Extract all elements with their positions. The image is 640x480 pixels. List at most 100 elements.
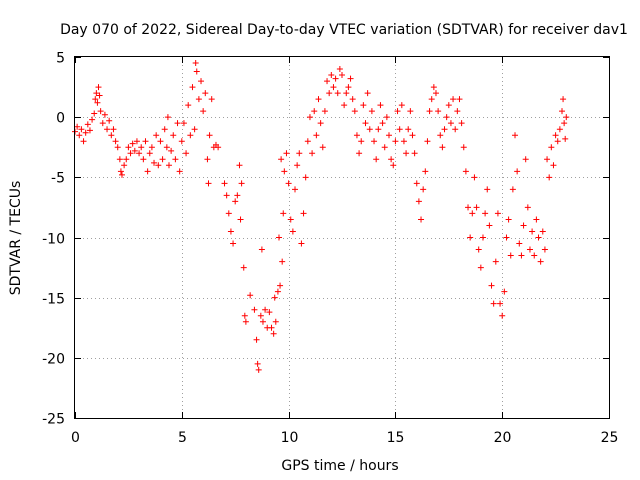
data-point bbox=[535, 234, 542, 241]
data-point bbox=[80, 138, 87, 145]
data-point bbox=[473, 204, 480, 211]
data-point bbox=[112, 138, 119, 145]
data-point bbox=[456, 96, 463, 103]
data-point bbox=[477, 264, 484, 271]
data-point bbox=[131, 147, 138, 154]
data-point bbox=[304, 138, 311, 145]
data-point bbox=[341, 102, 348, 109]
data-point bbox=[394, 108, 401, 115]
data-point bbox=[415, 198, 422, 205]
data-point bbox=[191, 126, 198, 133]
data-point bbox=[467, 234, 474, 241]
data-point bbox=[236, 162, 243, 169]
x-tick-label: 20 bbox=[494, 430, 512, 446]
data-point bbox=[548, 144, 555, 151]
y-tick-label: 0 bbox=[56, 111, 65, 127]
data-point bbox=[251, 306, 258, 313]
data-point bbox=[509, 186, 516, 193]
chart-title: Day 070 of 2022, Sidereal Day-to-day VTE… bbox=[60, 22, 628, 38]
data-point bbox=[289, 228, 296, 235]
data-point bbox=[563, 114, 570, 121]
data-point bbox=[153, 132, 160, 139]
data-point bbox=[285, 180, 292, 187]
data-point bbox=[101, 111, 108, 118]
data-point bbox=[238, 180, 245, 187]
data-point bbox=[86, 127, 93, 134]
data-point bbox=[562, 135, 569, 142]
data-point bbox=[332, 75, 339, 82]
data-point bbox=[426, 108, 433, 115]
data-point bbox=[379, 120, 386, 127]
data-point bbox=[198, 78, 205, 85]
data-point bbox=[161, 126, 168, 133]
data-point bbox=[526, 246, 533, 253]
data-point bbox=[232, 198, 239, 205]
data-point bbox=[206, 132, 213, 139]
data-point bbox=[437, 132, 444, 139]
x-tick-label: 10 bbox=[281, 430, 299, 446]
data-point bbox=[469, 210, 476, 217]
data-point bbox=[116, 156, 123, 163]
data-point bbox=[490, 300, 497, 307]
data-point bbox=[339, 72, 345, 79]
data-point bbox=[176, 168, 183, 175]
data-point bbox=[560, 96, 567, 103]
data-point bbox=[409, 132, 416, 139]
data-point bbox=[561, 120, 568, 127]
data-point bbox=[189, 84, 196, 91]
data-point bbox=[306, 114, 313, 121]
data-point bbox=[454, 108, 461, 115]
data-point bbox=[499, 312, 506, 319]
y-axis-label: SDTVAR / TECUs bbox=[8, 181, 24, 296]
data-point bbox=[97, 108, 104, 115]
data-point bbox=[93, 90, 100, 97]
data-point bbox=[74, 123, 81, 130]
y-tick-label: -20 bbox=[42, 352, 65, 368]
data-point bbox=[94, 99, 101, 106]
data-point bbox=[309, 150, 316, 157]
data-point bbox=[381, 144, 388, 151]
data-point bbox=[78, 126, 85, 133]
data-point bbox=[183, 150, 190, 157]
data-point bbox=[501, 288, 508, 295]
data-point bbox=[142, 138, 149, 145]
data-point bbox=[488, 282, 495, 289]
data-point bbox=[300, 210, 307, 217]
data-point bbox=[121, 162, 128, 169]
data-point bbox=[364, 90, 371, 97]
y-tick-label: -25 bbox=[42, 412, 65, 428]
data-point bbox=[512, 132, 519, 139]
data-point bbox=[529, 228, 536, 235]
data-point bbox=[366, 126, 373, 133]
data-point bbox=[168, 147, 175, 154]
data-point bbox=[127, 150, 134, 157]
data-point bbox=[317, 120, 324, 127]
data-point bbox=[539, 228, 546, 235]
data-point bbox=[347, 75, 354, 82]
data-point bbox=[537, 258, 544, 265]
data-point bbox=[516, 240, 523, 247]
data-point bbox=[89, 116, 96, 123]
data-point bbox=[272, 318, 279, 325]
x-tick-label: 15 bbox=[387, 430, 405, 446]
data-point bbox=[486, 222, 493, 229]
data-point bbox=[377, 102, 384, 109]
data-point bbox=[292, 186, 299, 193]
data-point bbox=[234, 192, 241, 199]
data-point bbox=[328, 72, 335, 79]
data-point bbox=[368, 108, 375, 115]
data-point bbox=[533, 216, 540, 223]
y-tick-label: 5 bbox=[56, 51, 65, 67]
data-point bbox=[392, 138, 399, 145]
data-point bbox=[330, 84, 337, 91]
data-point bbox=[271, 294, 278, 301]
data-point bbox=[407, 108, 414, 115]
data-point bbox=[274, 288, 281, 295]
data-point bbox=[518, 252, 525, 259]
data-point bbox=[413, 180, 420, 187]
data-point bbox=[319, 144, 326, 151]
data-point bbox=[180, 120, 187, 127]
data-point bbox=[172, 156, 179, 163]
data-point bbox=[296, 150, 303, 157]
